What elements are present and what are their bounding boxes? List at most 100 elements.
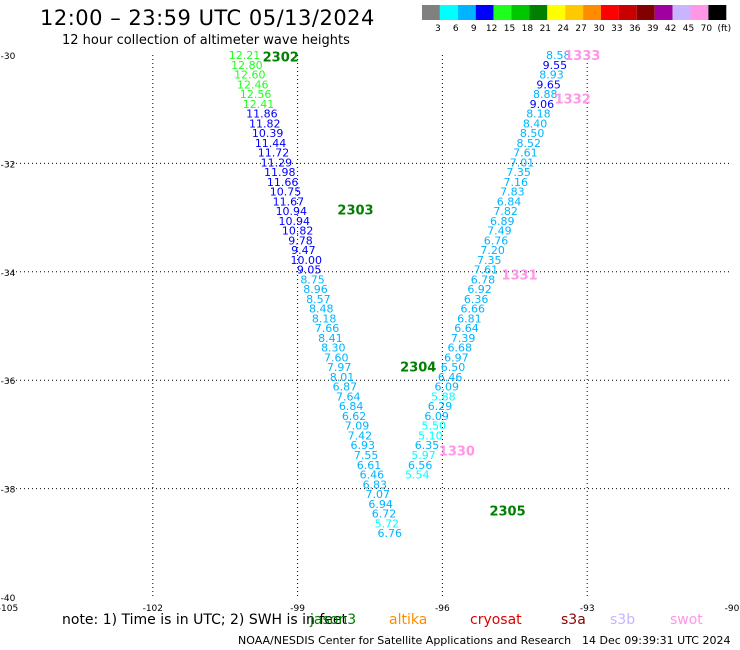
swh-point: 8.30 xyxy=(321,342,346,355)
swh-point: 11.72 xyxy=(258,147,290,160)
swh-point: 6.46 xyxy=(360,469,385,482)
swh-point: 6.46 xyxy=(438,371,463,384)
legend-s3a: s3a xyxy=(561,612,586,628)
swh-point: 11.82 xyxy=(249,117,281,130)
swh-point: 6.09 xyxy=(424,410,449,423)
swh-point: 8.48 xyxy=(309,303,334,316)
swh-point: 6.87 xyxy=(333,381,358,394)
swh-point: 11.86 xyxy=(246,108,278,121)
swh-point: 7.07 xyxy=(365,488,390,501)
x-tick-label: -96 xyxy=(435,604,450,614)
swh-point: 7.20 xyxy=(480,244,505,257)
colorbar-swatch xyxy=(690,5,709,20)
swh-point: 8.52 xyxy=(517,137,542,150)
x-tick-label: -102 xyxy=(143,604,163,614)
swh-point: 10.94 xyxy=(276,205,308,218)
colorbar-label: 18 xyxy=(522,24,534,34)
swh-point: 6.89 xyxy=(490,215,515,228)
swh-point: 11.67 xyxy=(273,195,305,208)
swh-point: 6.94 xyxy=(368,498,393,511)
swh-point: 11.98 xyxy=(264,166,296,179)
swh-point: 7.61 xyxy=(513,147,538,160)
swh-point: 5.50 xyxy=(421,420,446,433)
swh-point: 8.01 xyxy=(330,371,355,384)
swh-point: 6.72 xyxy=(372,508,397,521)
swh-point: 8.40 xyxy=(523,117,548,130)
colorbar-label: 27 xyxy=(575,24,586,34)
swh-point: 5.97 xyxy=(411,449,436,462)
colorbar-swatch xyxy=(583,5,601,20)
swh-point: 9.78 xyxy=(288,234,313,247)
swh-point: 6.76 xyxy=(378,527,403,540)
swh-point: 6.97 xyxy=(444,351,469,364)
swh-point: 9.06 xyxy=(530,98,555,111)
colorbar-label: 39 xyxy=(647,24,659,34)
swh-point: 7.35 xyxy=(506,166,531,179)
colorbar-label: 21 xyxy=(540,24,551,34)
swh-point: 6.84 xyxy=(497,195,522,208)
swh-point: 8.57 xyxy=(306,293,331,306)
colorbar-label: 42 xyxy=(665,24,676,34)
colorbar-swatch xyxy=(654,5,673,20)
swh-point: 6.66 xyxy=(461,303,486,316)
swh-point: 7.09 xyxy=(345,420,370,433)
pass-label: 1331 xyxy=(502,269,538,284)
x-tick-label: -99 xyxy=(290,604,305,614)
colorbar-swatch xyxy=(422,5,440,20)
swh-point: 6.93 xyxy=(351,439,376,452)
y-tick-label: -38 xyxy=(1,486,16,496)
colorbar-swatch xyxy=(511,5,530,20)
swh-point: 8.93 xyxy=(539,69,564,82)
colorbar-swatch xyxy=(636,5,655,20)
swh-point: 7.64 xyxy=(336,390,361,403)
colorbar-swatch xyxy=(618,5,637,20)
swh-point: 9.65 xyxy=(536,78,561,91)
colorbar-swatch xyxy=(708,5,727,20)
colorbar-label: 9 xyxy=(471,24,477,34)
swh-point: 10.82 xyxy=(282,225,314,238)
pass-label: 1332 xyxy=(555,92,591,107)
x-tick-label: -90 xyxy=(725,604,740,614)
swh-point: 8.58 xyxy=(546,49,571,62)
colorbar-label: 12 xyxy=(486,24,497,34)
swh-point: 6.56 xyxy=(408,459,433,472)
swh-point: 7.01 xyxy=(510,156,535,169)
swh-point: 7.35 xyxy=(477,254,502,267)
swh-point: 8.96 xyxy=(303,283,328,296)
y-tick-label: -36 xyxy=(1,377,16,387)
colorbar-label: 70 xyxy=(701,24,713,34)
swh-point: 8.18 xyxy=(312,312,337,325)
swh-point: 6.76 xyxy=(484,234,509,247)
colorbar: 3 6 9 12 15 18 21 24 27 30 33 36 39 42 45 70 (ft) xyxy=(422,5,731,34)
colorbar-label: 3 xyxy=(435,24,441,34)
pass-label: 1330 xyxy=(439,445,475,460)
colorbar-label: 6 xyxy=(453,24,459,34)
legend-jason3: jason3 xyxy=(310,612,357,628)
y-tick-label: -30 xyxy=(1,52,16,62)
swh-point: 5.54 xyxy=(405,469,430,482)
swh-point: 6.36 xyxy=(464,293,489,306)
x-tick-label: -105 xyxy=(0,604,18,614)
colorbar-swatch xyxy=(672,5,691,20)
axes: -30 -32 -34 -36 -38 -40-105 -102 -99 -96 -93 -90 xyxy=(0,52,740,614)
swh-point: 7.55 xyxy=(354,449,379,462)
swh-point: 6.83 xyxy=(363,478,388,491)
footer-date: 14 Dec 09:39:31 UTC 2024 xyxy=(582,634,731,647)
swh-point: 5.72 xyxy=(375,517,400,530)
y-tick-label: -32 xyxy=(1,160,16,170)
swh-point: 8.50 xyxy=(520,127,545,140)
colorbar-label: (ft) xyxy=(718,24,732,34)
colorbar-label: 15 xyxy=(504,24,515,34)
swh-point: 12.21 xyxy=(229,49,261,62)
swh-point: 6.64 xyxy=(454,322,479,335)
chart-subtitle: 12 hour collection of altimeter wave hei… xyxy=(62,33,350,48)
swh-point: 7.83 xyxy=(500,186,525,199)
swh-point: 11.44 xyxy=(255,137,287,150)
colorbar-label: 30 xyxy=(593,24,605,34)
swh-point: 6.92 xyxy=(467,283,492,296)
legend-altika: altika xyxy=(389,612,428,628)
swh-point: 5.88 xyxy=(431,390,456,403)
swh-point: 7.82 xyxy=(493,205,518,218)
colorbar-swatch xyxy=(457,5,476,20)
swh-point: 10.39 xyxy=(252,127,284,140)
